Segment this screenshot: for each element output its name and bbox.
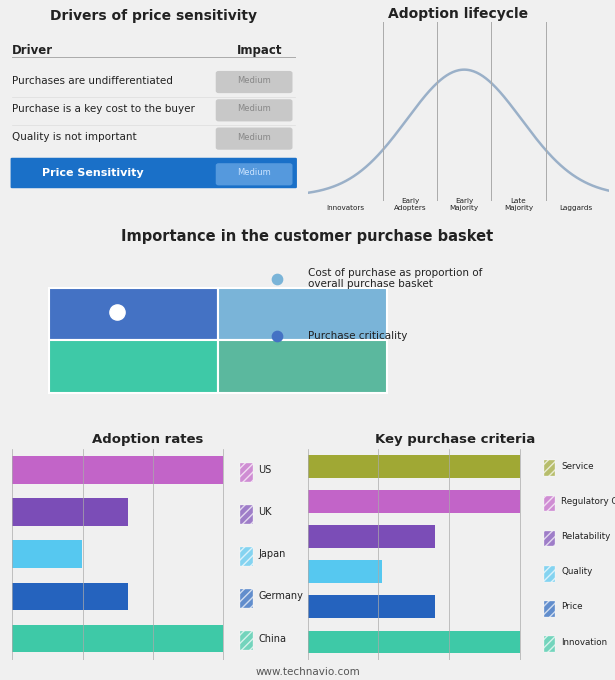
Text: Early
Adopters: Early Adopters: [394, 198, 426, 211]
Bar: [240, 589, 253, 608]
Bar: [544, 496, 555, 511]
Bar: [12, 625, 223, 652]
Bar: [49, 341, 218, 393]
Title: Key purchase criteria: Key purchase criteria: [375, 433, 535, 446]
Text: US: US: [258, 465, 272, 475]
Bar: [240, 547, 253, 566]
Text: Price Sensitivity: Price Sensitivity: [42, 168, 143, 178]
Text: Price: Price: [561, 602, 583, 611]
Text: Driver: Driver: [12, 44, 53, 56]
Text: Purchases are undifferentiated: Purchases are undifferentiated: [12, 75, 173, 86]
Text: Quality: Quality: [561, 567, 593, 576]
Bar: [12, 583, 129, 610]
Bar: [12, 456, 223, 483]
Bar: [544, 530, 555, 547]
Text: Medium: Medium: [237, 133, 271, 141]
Text: Importance in the customer purchase basket: Importance in the customer purchase bask…: [121, 229, 494, 244]
Bar: [240, 462, 253, 481]
Bar: [544, 636, 555, 652]
Text: Relatability: Relatability: [561, 532, 611, 541]
Bar: [544, 566, 555, 581]
Point: [112, 306, 122, 317]
Text: Drivers of price sensitivity: Drivers of price sensitivity: [50, 9, 257, 22]
Text: Innovation: Innovation: [561, 638, 608, 647]
Text: Laggards: Laggards: [559, 205, 592, 211]
Bar: [12, 498, 129, 526]
FancyBboxPatch shape: [216, 163, 293, 186]
Text: Adoption lifecycle: Adoption lifecycle: [388, 7, 528, 20]
Bar: [544, 601, 555, 617]
Bar: [49, 288, 218, 341]
FancyBboxPatch shape: [216, 71, 293, 93]
Bar: [218, 341, 387, 393]
Text: Medium: Medium: [237, 104, 271, 114]
Text: Impact: Impact: [236, 44, 282, 56]
Title: Adoption rates: Adoption rates: [92, 433, 204, 446]
Bar: [12, 541, 82, 568]
FancyBboxPatch shape: [10, 158, 297, 188]
Bar: [240, 505, 253, 524]
Bar: [308, 455, 520, 478]
Text: UK: UK: [258, 507, 272, 517]
Text: Late
Majority: Late Majority: [504, 198, 533, 211]
Text: Medium: Medium: [237, 76, 271, 85]
Text: www.technavio.com: www.technavio.com: [255, 666, 360, 677]
Text: Medium: Medium: [237, 169, 271, 177]
Point: [272, 330, 282, 341]
Text: China: China: [258, 634, 287, 643]
Bar: [308, 490, 520, 513]
FancyBboxPatch shape: [216, 128, 293, 150]
Bar: [308, 630, 520, 653]
Bar: [308, 525, 435, 548]
Bar: [218, 288, 387, 341]
FancyBboxPatch shape: [216, 99, 293, 122]
Point: [272, 273, 282, 284]
Text: Quality is not important: Quality is not important: [12, 132, 137, 142]
Text: Cost of purchase as proportion of
overall purchase basket: Cost of purchase as proportion of overal…: [308, 268, 482, 289]
Text: Innovators: Innovators: [326, 205, 364, 211]
Bar: [308, 596, 435, 618]
Bar: [544, 460, 555, 476]
Bar: [308, 560, 382, 583]
Bar: [240, 631, 253, 650]
Text: Service: Service: [561, 462, 594, 471]
Text: Purchase is a key cost to the buyer: Purchase is a key cost to the buyer: [12, 104, 195, 114]
Text: Early
Majority: Early Majority: [450, 198, 478, 211]
Text: Japan: Japan: [258, 549, 286, 559]
Text: Germany: Germany: [258, 592, 303, 601]
Text: Purchase criticality: Purchase criticality: [308, 330, 407, 341]
Text: Regulatory Compliance: Regulatory Compliance: [561, 497, 615, 506]
